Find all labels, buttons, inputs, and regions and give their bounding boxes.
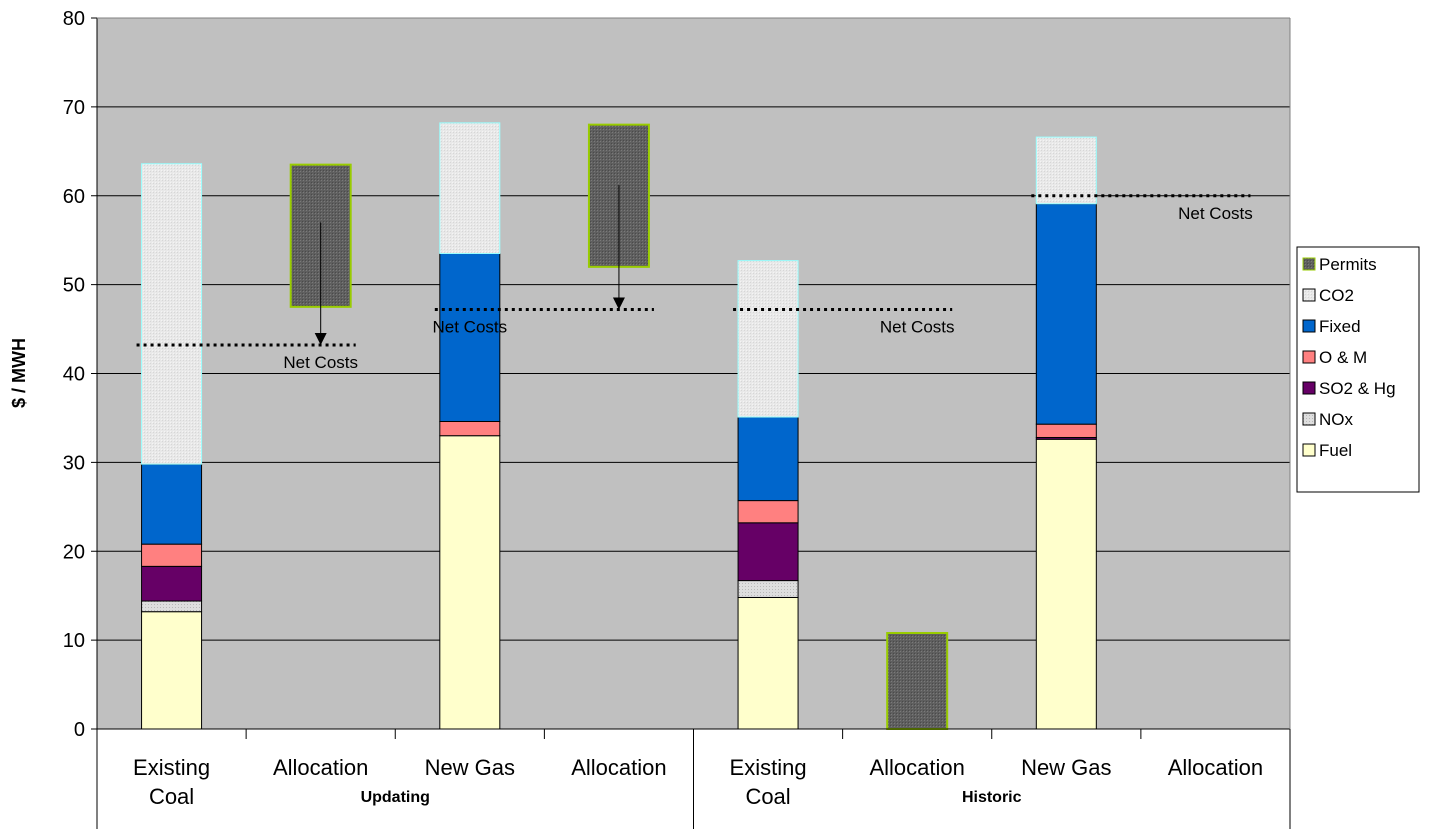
group-label: Historic [962, 789, 1022, 806]
x-tick-label: New Gas [425, 755, 515, 780]
x-tick-label: Allocation [1168, 755, 1263, 780]
bar-fixed [1035, 203, 1097, 425]
legend-swatch-o-m [1302, 350, 1316, 364]
x-tick-label: Existing Coal [730, 755, 807, 809]
x-tick-label: Existing Coal [133, 755, 210, 809]
bar-so2-hg [737, 522, 799, 582]
bar-co2 [141, 163, 203, 465]
arrow-head [612, 297, 625, 310]
y-tick-label: 60 [63, 186, 85, 208]
legend-label-nox: NOx [1319, 410, 1354, 429]
bar-o-m [439, 420, 501, 437]
axes: 0 10 20 30 40 50 60 70 80 Existing Coal Allocation N… [63, 8, 1291, 829]
x-tick-label: Allocation [869, 755, 964, 780]
y-tick-label: 80 [63, 8, 85, 30]
bar-nox [737, 580, 799, 598]
net-cost-label: Net Costs [432, 318, 507, 337]
legend-label-permits: Permits [1319, 255, 1377, 274]
bar-co2 [439, 122, 501, 255]
overlays: Net Costs Net Costs Net Costs Net Costs [136, 185, 1253, 372]
bar-fixed [439, 253, 501, 422]
legend-swatch-so2-hg [1302, 381, 1316, 395]
bars [141, 122, 1097, 731]
legend-swatch-nox [1302, 412, 1316, 426]
y-tick-label: 30 [63, 452, 85, 474]
legend-label-so2-hg: SO2 & Hg [1319, 379, 1396, 398]
legend-label-fixed: Fixed [1319, 317, 1361, 336]
arrow-head [314, 333, 327, 346]
bar-co2 [1035, 136, 1097, 205]
bar-o-m [141, 543, 203, 567]
y-tick-label: 50 [63, 275, 85, 297]
y-axis-title: $ / MWH [9, 338, 29, 408]
y-tick-label: 10 [63, 630, 85, 652]
y-tick-label: 40 [63, 364, 85, 386]
bar-fuel [439, 435, 501, 730]
bar-so2-hg [141, 565, 203, 602]
net-cost-label: Net Costs [283, 353, 358, 372]
legend-label-o-m: O & M [1319, 348, 1367, 367]
net-cost-label: Net Costs [880, 318, 955, 337]
net-cost-label: Net Costs [1178, 204, 1253, 223]
bar-fuel [737, 596, 799, 730]
legend-swatch-fuel [1302, 443, 1316, 457]
legend: Permits CO2 Fixed O & M SO2 & Hg NOx Fuel [1296, 246, 1420, 493]
x-tick-label: Allocation [571, 755, 666, 780]
legend-swatch-permits [1302, 257, 1316, 271]
x-tick-label: Allocation [273, 755, 368, 780]
x-tick-label: New Gas [1021, 755, 1111, 780]
bar-fuel [1035, 438, 1097, 730]
legend-label-co2: CO2 [1319, 286, 1354, 305]
legend-swatch-fixed [1302, 319, 1316, 333]
y-tick-label: 70 [63, 97, 85, 119]
y-tick-label: 0 [74, 719, 85, 741]
legend-swatch-co2 [1302, 288, 1316, 302]
group-label: Updating [361, 789, 430, 806]
bar-fixed [141, 463, 203, 545]
bar-o-m [737, 500, 799, 524]
y-tick-label: 20 [63, 541, 85, 563]
legend-label-fuel: Fuel [1319, 441, 1352, 460]
bar-co2 [737, 260, 799, 418]
bar-permits [886, 632, 949, 731]
bar-fixed [737, 416, 799, 502]
bar-o-m [1035, 423, 1097, 438]
bar-fuel [141, 611, 203, 730]
legend-box [1296, 246, 1420, 493]
bar-nox [141, 600, 203, 613]
